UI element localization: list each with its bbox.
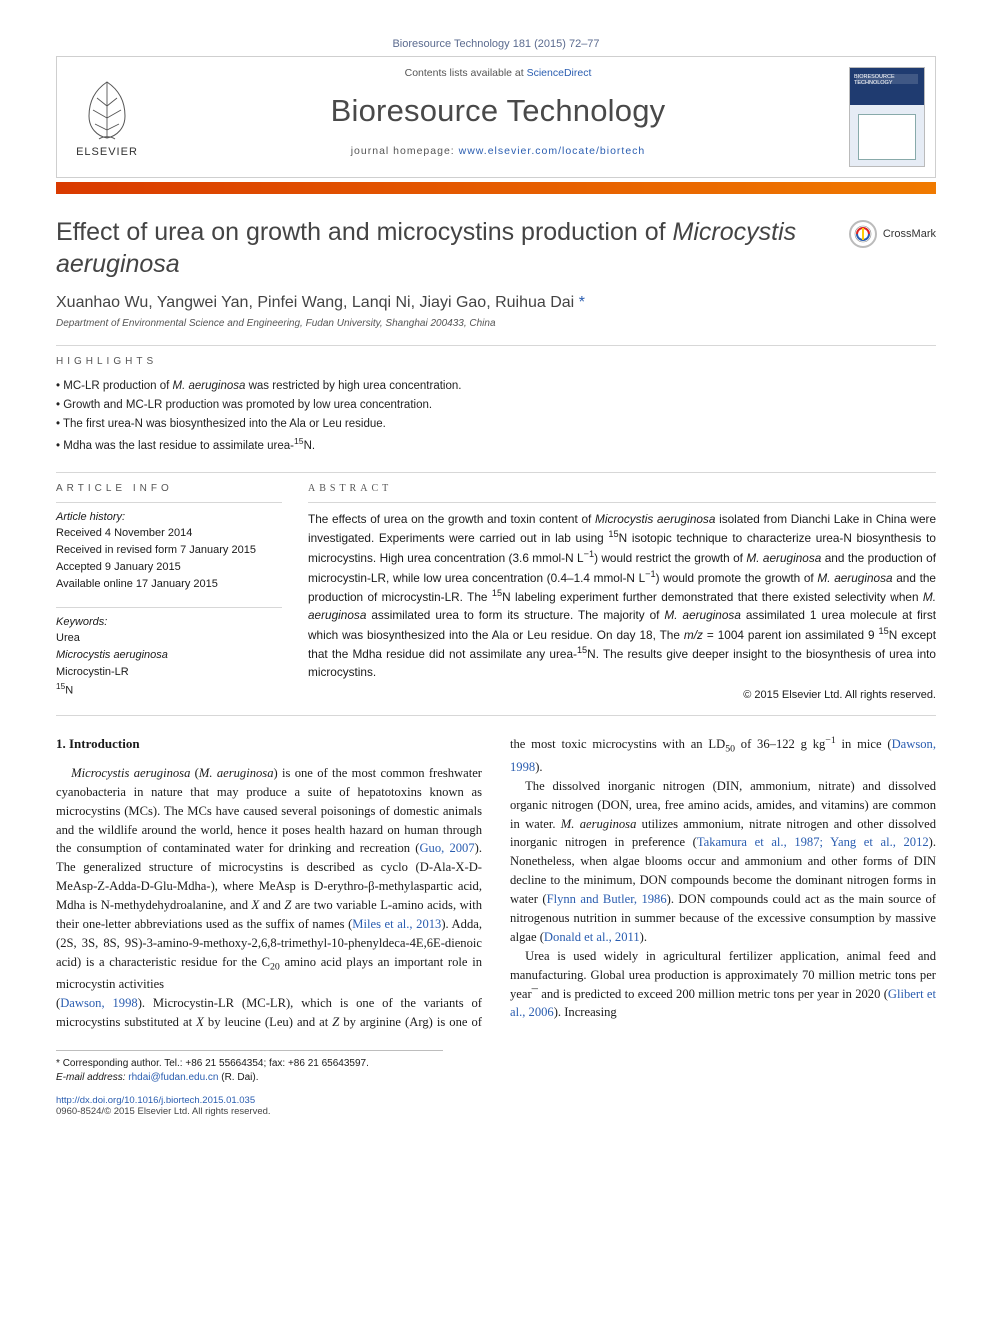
journal-homepage-link[interactable]: www.elsevier.com/locate/biortech — [459, 145, 646, 157]
corresponding-mark[interactable]: * — [579, 294, 585, 311]
journal-cover-thumbnail: BIORESOURCE TECHNOLOGY — [849, 67, 925, 167]
email-link[interactable]: rhdai@fudan.edu.cn — [128, 1072, 218, 1083]
keywords-list: Urea Microcystis aeruginosa Microcystin-… — [56, 630, 282, 700]
corresponding-footnote: * Corresponding author. Tel.: +86 21 556… — [56, 1050, 443, 1085]
rule — [56, 345, 936, 346]
crossmark-badge[interactable]: CrossMark — [849, 220, 936, 248]
citation-line: Bioresource Technology 181 (2015) 72–77 — [56, 38, 936, 50]
highlights-list: MC-LR production of M. aeruginosa was re… — [56, 377, 936, 456]
elsevier-tree-icon — [75, 76, 139, 144]
sciencedirect-link[interactable]: ScienceDirect — [527, 67, 592, 79]
abstract-text: The effects of urea on the growth and to… — [308, 511, 936, 682]
contents-available: Contents lists available at ScienceDirec… — [165, 67, 831, 79]
body-text: 1. Introduction Microcystis aeruginosa (… — [56, 734, 936, 1031]
rule — [56, 502, 282, 503]
history-head: Article history: — [56, 511, 282, 523]
article-title: Effect of urea on growth and microcystin… — [56, 216, 833, 280]
accent-bar — [56, 182, 936, 194]
footer-doi: http://dx.doi.org/10.1016/j.biortech.201… — [56, 1095, 936, 1117]
journal-homepage: journal homepage: www.elsevier.com/locat… — [165, 145, 831, 157]
publisher-logo-block: ELSEVIER — [57, 57, 157, 177]
rule — [56, 715, 936, 716]
affiliation: Department of Environmental Science and … — [56, 318, 936, 329]
section-heading: 1. Introduction — [56, 734, 482, 754]
article-history: Received 4 November 2014 Received in rev… — [56, 525, 282, 593]
highlights-label: HIGHLIGHTS — [56, 356, 936, 367]
crossmark-icon — [854, 225, 872, 243]
abstract-copyright: © 2015 Elsevier Ltd. All rights reserved… — [308, 689, 936, 701]
journal-title: Bioresource Technology — [165, 93, 831, 129]
rule — [308, 502, 936, 503]
paragraph: Microcystis aeruginosa (M. aeruginosa) i… — [56, 764, 482, 994]
authors-line: Xuanhao Wu, Yangwei Yan, Pinfei Wang, La… — [56, 294, 936, 312]
rule — [56, 607, 282, 608]
paragraph: The dissolved inorganic nitrogen (DIN, a… — [510, 777, 936, 947]
rule — [56, 472, 936, 473]
journal-header: ELSEVIER Contents lists available at Sci… — [56, 56, 936, 178]
article-info-label: ARTICLE INFO — [56, 483, 282, 494]
publisher-name: ELSEVIER — [76, 146, 138, 158]
paragraph: Urea is used widely in agricultural fert… — [510, 947, 936, 1023]
doi-link[interactable]: http://dx.doi.org/10.1016/j.biortech.201… — [56, 1095, 255, 1106]
abstract-label: ABSTRACT — [308, 483, 936, 494]
keywords-head: Keywords: — [56, 616, 282, 628]
